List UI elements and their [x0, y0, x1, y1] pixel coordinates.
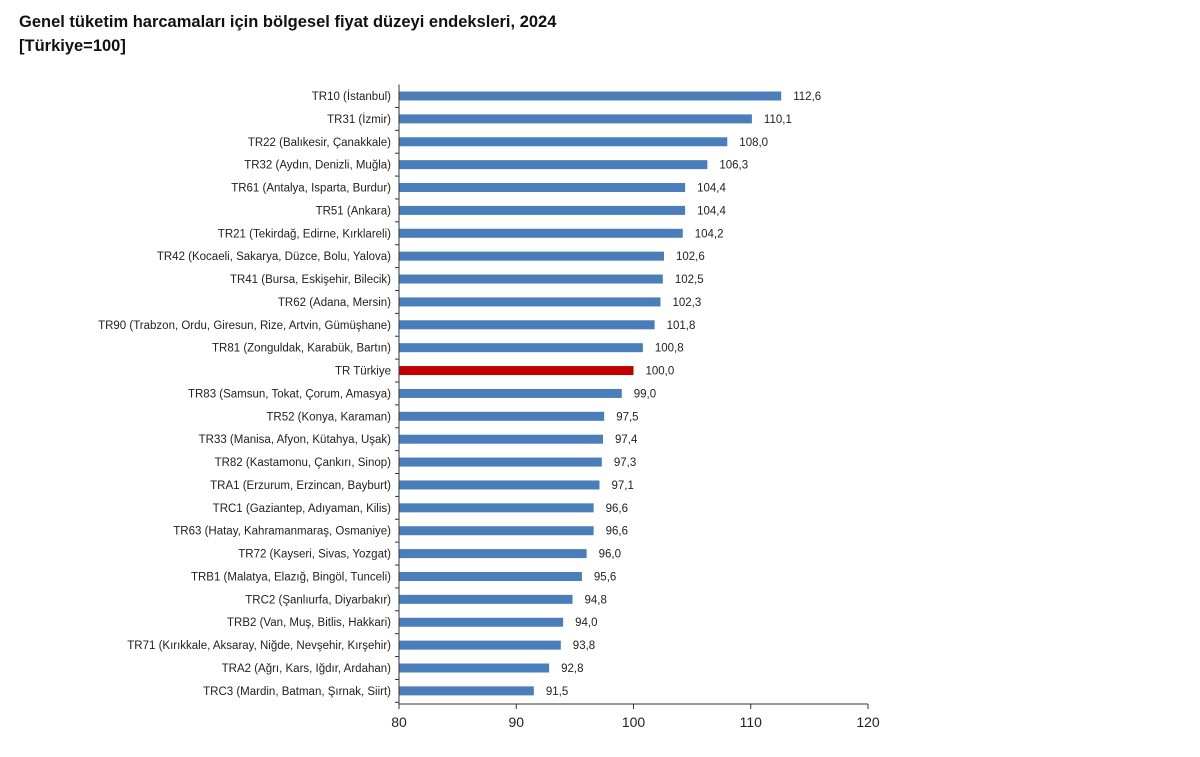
value-label: 96,6	[606, 526, 628, 538]
category-label: TR52 (Konya, Karaman)	[266, 411, 391, 423]
category-label: TR81 (Zonguldak, Karabük, Bartın)	[212, 343, 391, 355]
value-label: 112,6	[793, 91, 821, 103]
category-label: TR31 (İzmir)	[327, 113, 391, 126]
category-label: TRB2 (Van, Muş, Bitlis, Hakkari)	[227, 617, 391, 629]
category-label: TR82 (Kastamonu, Çankırı, Sinop)	[215, 457, 392, 469]
category-label: TR Türkiye	[335, 366, 391, 378]
value-label: 102,5	[675, 274, 704, 286]
category-label: TR62 (Adana, Mersin)	[278, 297, 391, 309]
value-label: 104,4	[697, 183, 726, 195]
value-label: 96,0	[599, 549, 621, 561]
bar	[399, 91, 782, 101]
category-label: TR22 (Balıkesir, Çanakkale)	[248, 137, 391, 149]
category-label: TRC2 (Şanlıurfa, Diyarbakır)	[245, 594, 391, 606]
category-label: TR51 (Ankara)	[316, 205, 392, 217]
value-label: 100,8	[655, 343, 684, 355]
bar	[399, 434, 604, 444]
bar	[399, 411, 605, 421]
bar	[399, 526, 594, 536]
category-label: TR83 (Samsun, Tokat, Çorum, Amasya)	[188, 388, 391, 400]
value-label: 97,4	[615, 434, 638, 446]
value-label: 106,3	[719, 160, 748, 172]
bar	[399, 640, 561, 650]
bar	[399, 366, 634, 376]
bar	[399, 320, 655, 330]
value-label: 97,3	[614, 457, 636, 469]
category-label: TR71 (Kırıkkale, Aksaray, Niğde, Nevşehi…	[127, 640, 391, 652]
x-tick-label: 90	[508, 714, 524, 730]
value-label: 102,6	[676, 251, 705, 263]
value-label: 96,6	[606, 503, 628, 515]
value-label: 95,6	[594, 571, 616, 583]
chart-title-text: Genel tüketim harcamaları için bölgesel …	[19, 13, 557, 31]
value-label: 97,1	[611, 480, 633, 492]
category-label: TR90 (Trabzon, Ordu, Giresun, Rize, Artv…	[98, 320, 391, 332]
value-label: 94,0	[575, 617, 597, 629]
chart-subtitle: [Türkiye=100]	[19, 37, 126, 55]
x-tick-label: 110	[740, 714, 763, 730]
category-label: TR10 (İstanbul)	[312, 90, 391, 103]
bar	[399, 205, 686, 215]
bar	[399, 228, 683, 238]
x-tick-label: 80	[391, 714, 407, 730]
category-label: TR33 (Manisa, Afyon, Kütahya, Uşak)	[199, 434, 392, 446]
bar	[399, 160, 708, 170]
x-tick-label: 120	[856, 714, 880, 730]
bar	[399, 183, 686, 193]
bar	[399, 274, 663, 284]
value-label: 101,8	[667, 320, 696, 332]
bar	[399, 480, 600, 490]
bar	[399, 388, 622, 398]
category-label: TR61 (Antalya, Isparta, Burdur)	[231, 183, 391, 195]
value-label: 108,0	[739, 137, 768, 149]
chart-title: Genel tüketim harcamaları için bölgesel …	[19, 10, 556, 58]
value-label: 97,5	[616, 411, 638, 423]
bar	[399, 457, 602, 467]
category-label: TRA2 (Ağrı, Kars, Iğdır, Ardahan)	[222, 663, 392, 675]
category-label: TRA1 (Erzurum, Erzincan, Bayburt)	[210, 480, 391, 492]
bar	[399, 663, 550, 673]
x-tick-label: 100	[622, 714, 646, 730]
bar	[399, 297, 661, 307]
value-label: 102,3	[672, 297, 701, 309]
category-label: TRC1 (Gaziantep, Adıyaman, Kilis)	[213, 503, 391, 515]
category-label: TR32 (Aydın, Denizli, Muğla)	[244, 160, 391, 172]
bar	[399, 503, 594, 513]
value-label: 110,1	[764, 114, 792, 126]
category-label: TR72 (Kayseri, Sivas, Yozgat)	[238, 549, 391, 561]
category-label: TR21 (Tekirdağ, Edirne, Kırklareli)	[218, 228, 391, 240]
bar	[399, 343, 643, 353]
value-label: 99,0	[634, 388, 656, 400]
value-label: 94,8	[585, 594, 607, 606]
value-label: 91,5	[546, 686, 568, 698]
bar	[399, 549, 587, 559]
value-label: 104,2	[695, 228, 724, 240]
category-label: TRC3 (Mardin, Batman, Şırnak, Siirt)	[203, 686, 391, 698]
category-label: TRB1 (Malatya, Elazığ, Bingöl, Tunceli)	[191, 571, 391, 583]
value-label: 104,4	[697, 205, 726, 217]
bar	[399, 686, 534, 696]
value-label: 100,0	[646, 366, 675, 378]
bar	[399, 594, 573, 604]
value-label: 93,8	[573, 640, 595, 652]
category-label: TR42 (Kocaeli, Sakarya, Düzce, Bolu, Yal…	[157, 251, 391, 263]
bar	[399, 251, 664, 261]
bar	[399, 571, 582, 581]
bar	[399, 114, 752, 124]
category-label: TR63 (Hatay, Kahramanmaraş, Osmaniye)	[173, 526, 391, 538]
category-label: TR41 (Bursa, Eskişehir, Bilecik)	[230, 274, 391, 286]
bar	[399, 617, 564, 627]
value-label: 92,8	[561, 663, 583, 675]
bar	[399, 137, 728, 147]
